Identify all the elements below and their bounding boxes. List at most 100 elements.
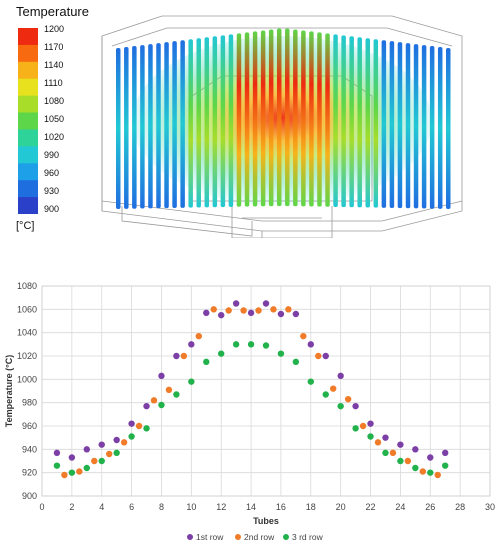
data-point-series-3	[53, 462, 61, 469]
data-point-series-3	[307, 378, 314, 385]
data-point-series-2	[300, 332, 307, 340]
data-point-series-2	[76, 468, 83, 475]
tube	[333, 34, 338, 207]
tube	[285, 28, 290, 207]
legend-title: Temperature	[16, 4, 89, 19]
color-scale-segment	[18, 78, 38, 97]
legend-marker	[283, 534, 289, 540]
tube	[446, 48, 451, 209]
tube	[276, 28, 282, 207]
data-point-series-1	[83, 446, 91, 453]
data-point-series-1	[218, 311, 225, 319]
data-point-series-3	[442, 462, 449, 469]
data-point-series-1	[53, 449, 61, 457]
tube	[373, 39, 379, 208]
x-tick-label: 4	[99, 502, 104, 512]
data-point-series-2	[374, 439, 382, 446]
color-scale-label: 1050	[44, 114, 65, 124]
tube	[413, 44, 419, 209]
data-point-series-3	[113, 449, 120, 457]
data-point-series-1	[337, 372, 344, 380]
color-scale-label: 930	[44, 186, 60, 196]
x-tick-label: 10	[186, 502, 196, 512]
tube	[164, 42, 169, 209]
y-tick-label: 1080	[17, 281, 37, 291]
x-tick-label: 8	[159, 502, 164, 512]
data-point-series-3	[143, 425, 150, 432]
data-point-series-3	[322, 391, 329, 398]
tube	[381, 40, 387, 208]
data-point-series-2	[180, 352, 188, 360]
x-tick-label: 20	[336, 502, 346, 512]
data-point-series-2	[330, 385, 337, 392]
color-scale-label: 1170	[44, 42, 64, 52]
data-point-series-1	[382, 434, 389, 441]
tube	[260, 30, 266, 207]
color-scale-label: 960	[44, 168, 60, 178]
data-point-series-3	[188, 378, 195, 385]
y-tick-label: 960	[22, 421, 37, 431]
tube	[397, 42, 403, 209]
data-point-series-2	[120, 439, 128, 446]
tube	[188, 39, 193, 208]
tube	[252, 31, 258, 207]
color-scale-segment	[18, 129, 38, 147]
data-point-series-1	[307, 341, 314, 348]
y-tick-label: 1060	[17, 304, 37, 314]
data-point-series-1	[442, 449, 449, 457]
color-scale-segment	[18, 112, 38, 130]
data-point-series-2	[344, 395, 352, 403]
y-axis-label: Temperature (°C)	[4, 355, 14, 427]
tube	[268, 29, 274, 207]
data-point-series-2	[389, 449, 397, 457]
color-scale-label: 1110	[44, 78, 63, 88]
data-point-series-2	[165, 386, 173, 394]
y-tick-label: 1000	[17, 374, 37, 384]
data-point-series-2	[150, 397, 158, 404]
data-point-series-2	[225, 307, 232, 314]
data-point-series-1	[427, 454, 434, 461]
data-point-series-3	[337, 402, 344, 410]
contour-panel: Temperature 1200 1170 1140 1110 1080 1050 1020…	[0, 0, 500, 240]
color-scale-segment	[18, 163, 38, 181]
data-point-series-2	[135, 422, 143, 430]
x-tick-label: 22	[366, 502, 376, 512]
tube	[309, 31, 314, 207]
data-point-series-2	[270, 306, 277, 313]
data-point-series-2	[195, 332, 202, 340]
legend-label: 2nd row	[244, 532, 275, 542]
y-tick-label: 1040	[17, 328, 37, 338]
data-point-series-3	[203, 358, 210, 366]
tube	[429, 46, 435, 209]
tube	[301, 30, 306, 207]
tube	[244, 32, 250, 207]
y-tick-label: 940	[22, 444, 37, 454]
tube	[212, 36, 218, 208]
data-point-series-2	[419, 468, 426, 475]
data-point-series-3	[98, 457, 105, 465]
x-tick-label: 6	[129, 502, 134, 512]
y-tick-label: 900	[22, 491, 37, 501]
tube	[349, 36, 354, 208]
x-tick-label: 2	[69, 502, 74, 512]
data-point-series-3	[83, 464, 91, 472]
data-point-series-3	[367, 433, 374, 440]
color-scale-label: 1140	[44, 60, 64, 70]
x-axis-label: Tubes	[253, 516, 279, 526]
data-point-series-1	[68, 454, 76, 461]
furnace-3d-render	[101, 15, 463, 238]
tube	[293, 29, 298, 207]
x-tick-label: 30	[485, 502, 495, 512]
data-point-series-3	[412, 464, 419, 472]
x-tick-label: 16	[276, 502, 286, 512]
tube	[124, 47, 129, 209]
tube	[357, 37, 362, 208]
data-point-series-1	[113, 436, 120, 444]
tube	[341, 35, 346, 208]
tube	[325, 33, 330, 207]
data-point-series-1	[412, 446, 419, 453]
data-point-series-1	[188, 341, 195, 348]
tube	[172, 41, 177, 208]
data-point-series-2	[255, 307, 262, 314]
